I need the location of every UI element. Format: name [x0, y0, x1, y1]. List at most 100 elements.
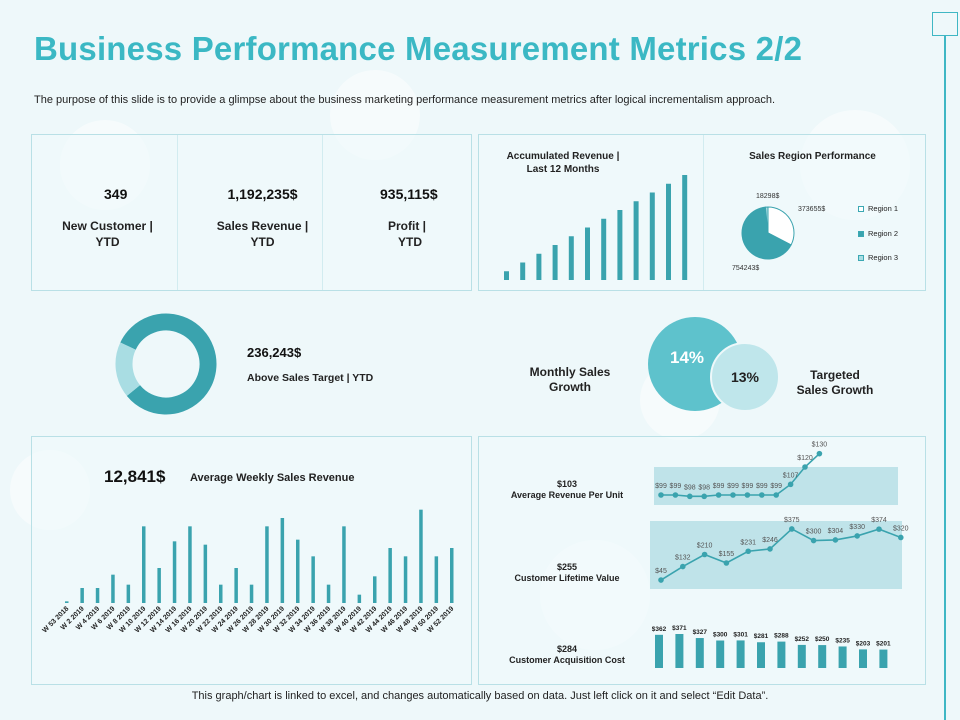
legend-label: Region 1 — [868, 204, 899, 213]
arpu-point — [701, 493, 707, 500]
kpi-new-customer: 349 New Customer | YTD — [40, 186, 175, 250]
cac-bar-label: $371 — [672, 625, 687, 632]
accumulated-revenue-bar — [504, 271, 509, 280]
arpu-point — [802, 464, 808, 470]
clv-point — [898, 534, 904, 541]
weekly-sales-panel — [31, 436, 472, 685]
cac-bar — [879, 649, 888, 668]
cac-bar — [716, 640, 725, 668]
cac-bar-label: $281 — [754, 633, 769, 640]
legend-item-region-3: Region 3 — [858, 253, 898, 262]
arpu-point — [658, 492, 664, 498]
weekly-bar — [172, 541, 177, 603]
clv-point — [680, 563, 686, 570]
kpi-value: 349 — [104, 186, 128, 202]
arpu-point — [773, 492, 779, 498]
sales-region-pie — [741, 206, 795, 260]
kpi-divider — [177, 135, 178, 290]
clv-point — [854, 533, 860, 539]
accumulated-revenue-bar — [536, 253, 542, 280]
arpu-point-label: $98 — [698, 484, 710, 491]
kpi-label: YTD — [95, 235, 120, 249]
corner-decoration-box — [932, 12, 958, 36]
weekly-bar — [95, 588, 100, 603]
clv-point-label: $155 — [719, 551, 735, 558]
arpu-point-label: $98 — [684, 484, 696, 491]
cac-bar-label: $362 — [652, 626, 667, 633]
cac-bar — [777, 641, 786, 668]
weekly-bar — [280, 518, 285, 603]
clv-point-label: $320 — [893, 525, 909, 532]
cac-bar — [757, 642, 765, 668]
clv-point-label: $246 — [762, 537, 778, 544]
kpi-label: New Customer | — [62, 219, 153, 233]
weekly-bar — [265, 526, 269, 603]
kpi-divider — [322, 135, 323, 290]
legend-label: Region 2 — [868, 229, 899, 238]
clv-point — [789, 526, 795, 532]
accumulated-revenue-bar — [585, 227, 590, 280]
legend-swatch — [858, 230, 864, 237]
arpu-point — [816, 450, 823, 457]
arpu-point — [687, 493, 693, 500]
weekly-bar — [126, 584, 131, 603]
weekly-bar — [234, 568, 238, 603]
targeted-growth-circle: 13% — [710, 342, 780, 412]
clv-point — [701, 551, 708, 558]
clv-point-label: $231 — [740, 539, 756, 546]
donut-segment — [115, 313, 217, 415]
metric-cac: $284 Customer Acquisition Cost — [482, 644, 652, 666]
cac-bar — [655, 634, 663, 668]
weekly-bar — [296, 539, 300, 603]
accumulated-revenue-bar — [568, 236, 574, 280]
region-value-label: 373655$ — [798, 206, 826, 213]
cac-bar — [797, 644, 806, 668]
weekly-bar — [142, 526, 146, 603]
arpu-point-label: $99 — [655, 483, 667, 490]
weekly-bar — [157, 568, 161, 603]
clv-point — [745, 548, 751, 555]
region-pie-slice — [767, 206, 795, 246]
weekly-bar — [434, 556, 439, 603]
metric-value: $284 — [556, 644, 578, 654]
cac-bar-label: $201 — [876, 641, 891, 648]
label-line: Growth — [549, 380, 591, 394]
weekly-bar — [419, 509, 423, 603]
metric-label: Customer Lifetime Value — [514, 573, 620, 583]
cac-bar-label: $327 — [693, 629, 708, 636]
clv-point — [876, 526, 882, 532]
cac-bar-label: $288 — [774, 633, 789, 640]
weekly-bar — [188, 526, 192, 603]
clv-line — [660, 527, 902, 581]
cac-bar-label: $235 — [835, 637, 850, 644]
accumulated-revenue-bar — [666, 183, 671, 280]
clv-point-label: $300 — [806, 529, 822, 536]
metric-label: Customer Acquisition Cost — [509, 655, 625, 665]
label-line: Monthly Sales — [529, 365, 611, 379]
weekly-bar — [373, 576, 377, 603]
cac-bar-label: $252 — [795, 636, 810, 643]
clv-point — [658, 577, 664, 583]
arpu-point-label: $107 — [783, 472, 799, 479]
weekly-bar — [80, 588, 84, 603]
arpu-point — [744, 492, 751, 498]
weekly-bar — [311, 556, 315, 603]
clv-point-label: $45 — [655, 568, 667, 575]
targeted-growth-value: 13% — [730, 369, 760, 385]
legend-item-region-2: Region 2 — [858, 229, 898, 238]
metric-clv: $255 Customer Lifetime Value — [482, 562, 652, 584]
accumulated-revenue-title: Accumulated Revenue | Last 12 Months — [506, 151, 620, 175]
clv-point-label: $375 — [784, 517, 800, 524]
arpu-point-label: $99 — [770, 483, 782, 490]
corner-decoration-line — [944, 36, 946, 720]
accumulated-revenue-bar — [617, 210, 623, 280]
accumulated-revenue-chart — [504, 175, 688, 280]
clv-point-label: $132 — [675, 555, 691, 562]
kpi-label: Profit | — [388, 219, 427, 233]
weekly-bar — [342, 526, 346, 603]
label-line: Targeted — [810, 368, 860, 382]
clv-point-label: $210 — [697, 543, 713, 550]
arpu-point-label: $99 — [727, 483, 739, 490]
legend-item-region-1: Region 1 — [858, 204, 898, 213]
clv-point — [767, 546, 773, 552]
